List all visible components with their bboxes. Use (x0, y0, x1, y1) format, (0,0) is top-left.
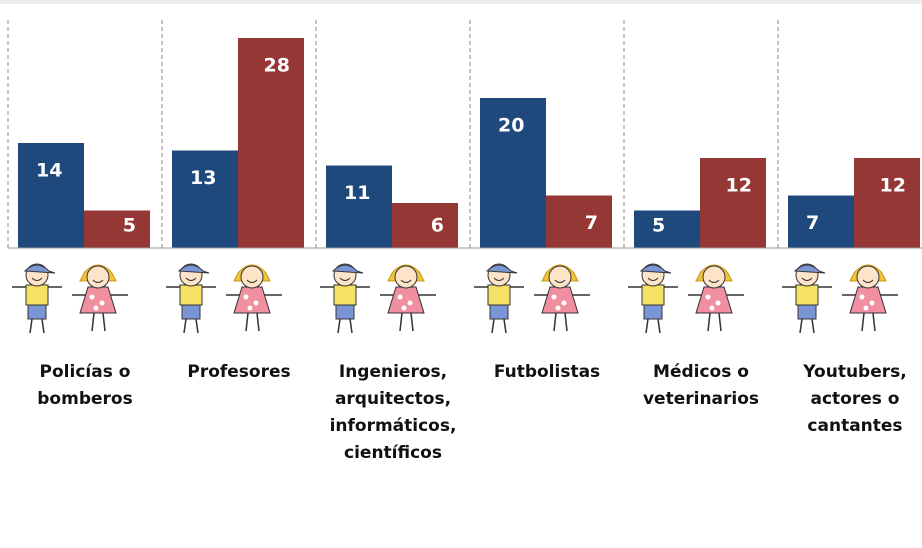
category-label: cantantes (807, 416, 902, 436)
page: {"chart_data": {"type": "bar", "categori… (0, 0, 922, 548)
kids-illustration (782, 264, 898, 333)
category-label: Futbolistas (494, 362, 600, 382)
value-label: 7 (806, 212, 819, 234)
kids-illustration (628, 264, 744, 333)
bar (788, 196, 854, 249)
bar (634, 211, 700, 249)
value-label: 20 (498, 115, 524, 137)
category-label: Policías o (40, 362, 131, 382)
value-label: 28 (264, 55, 290, 77)
category-label: arquitectos, (335, 389, 451, 409)
kids-illustration (474, 264, 590, 333)
value-label: 13 (190, 167, 216, 189)
bar (546, 196, 612, 249)
chart: Policías o bomberos Profesores Ingenieros, a… (0, 0, 922, 548)
bar (392, 203, 458, 248)
value-label: 7 (585, 212, 598, 234)
category-label: Youtubers, (802, 362, 906, 382)
bar (172, 151, 238, 249)
kids-illustration (166, 264, 282, 333)
value-label: 11 (344, 182, 370, 204)
bar (84, 211, 150, 249)
category-label: actores o (811, 389, 900, 409)
value-label: 6 (431, 215, 444, 237)
category-label: Médicos o (653, 362, 749, 382)
kids-illustration (12, 264, 128, 333)
kids-illustration (320, 264, 436, 333)
category-label: Profesores (187, 362, 290, 382)
value-label: 5 (652, 215, 665, 237)
bar (854, 158, 920, 248)
category-label: informáticos, (330, 416, 457, 436)
category-label: veterinarios (643, 389, 759, 409)
value-label: 14 (36, 160, 62, 182)
category-label: bomberos (37, 389, 132, 409)
value-label: 12 (726, 175, 752, 197)
category-label: científicos (344, 443, 442, 463)
bar (326, 166, 392, 249)
value-label: 12 (880, 175, 906, 197)
value-label: 5 (123, 215, 136, 237)
bar (700, 158, 766, 248)
category-label: Ingenieros, (339, 362, 447, 382)
top-border (0, 0, 922, 4)
